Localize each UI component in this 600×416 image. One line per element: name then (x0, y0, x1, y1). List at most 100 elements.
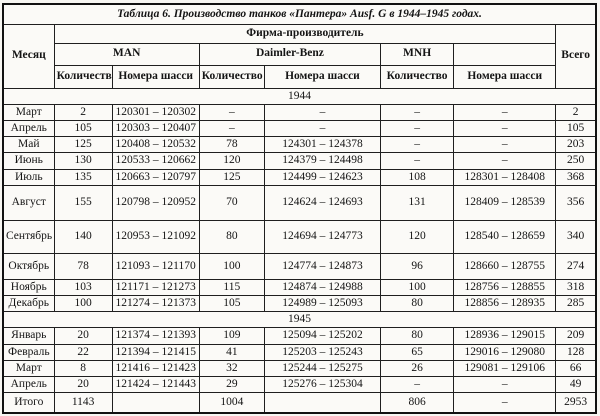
header-row-firms: MAN Daimler-Benz MNH (3, 42, 596, 66)
value-cell: 78 (53, 252, 113, 280)
column-header-mnh: MNH (380, 42, 455, 66)
value-cell: 124499 – 124623 (263, 168, 382, 186)
value-cell: 129016 – 129080 (453, 343, 557, 361)
value-cell: 121394 – 121415 (111, 343, 200, 361)
table-row: Февраль 22 121394 – 121415 41 125203 – 12524… (2, 343, 597, 361)
value-cell: 274 (555, 252, 597, 280)
value-cell: – (263, 103, 382, 121)
table-row: Март 2 120301 – 120302– – – –2 (2, 103, 597, 121)
value-cell: 128660 – 128755 (453, 252, 557, 280)
value-cell: 128756 – 128855 (453, 278, 557, 297)
table-row: Март 8 121416 – 121423 32 125244 – 125275 26 1… (2, 359, 597, 378)
table-row: Ноябрь 103 121171 – 121273 115 124874 – 1249… (2, 278, 597, 297)
totals-value-cell (263, 392, 382, 414)
value-cell: 209 (555, 327, 597, 345)
column-header-db-quantity: Количество (198, 64, 265, 89)
value-cell: 121093 – 121170 (111, 252, 200, 280)
value-cell: 121171 – 121273 (111, 278, 200, 297)
table-title: Таблица 6. Производство танков «Пантера»… (2, 3, 597, 25)
value-cell: 66 (555, 359, 597, 378)
year-section-label: 1944 (2, 87, 597, 105)
value-cell: – (263, 119, 382, 138)
value-cell: 120533 – 120662 (111, 152, 200, 170)
table-row: Сентябрь 140 120953 – 121092 80 124694 – 124… (2, 219, 597, 254)
value-cell: 105 (198, 295, 265, 313)
value-cell: 120 (380, 219, 455, 254)
value-cell: 125094 – 125202 (263, 327, 382, 345)
value-cell: 80 (380, 295, 455, 313)
value-cell: 121274 – 121373 (111, 295, 200, 313)
value-cell: 29 (198, 376, 265, 394)
totals-value-cell: 1143 (53, 392, 113, 414)
value-cell: 8 (53, 359, 113, 378)
month-cell: Январь (2, 327, 55, 345)
month-cell: Август (2, 184, 55, 221)
value-cell: 128936 – 129015 (453, 327, 557, 345)
table-row: Май 125 120408 – 120532 78 124301 – 124378– –… (2, 136, 597, 154)
value-cell: 105 (555, 119, 597, 138)
month-cell: Октябрь (2, 252, 55, 280)
value-cell: 100 (380, 278, 455, 297)
year-section-label: 1945 (2, 311, 597, 329)
header-row-group: Месяц Фирма-производитель Всего (2, 23, 597, 89)
value-cell: 130 (53, 152, 113, 170)
value-cell: 125 (53, 136, 113, 154)
value-cell: 128540 – 128659 (453, 219, 557, 254)
value-cell: 96 (380, 252, 455, 280)
value-cell: 121424 – 121443 (111, 376, 200, 394)
column-header-mnh-quantity: Количество (380, 64, 455, 89)
value-cell: 20 (53, 327, 113, 345)
value-cell: – (453, 136, 557, 154)
value-cell: 65 (380, 343, 455, 361)
column-header-empty (453, 42, 557, 66)
value-cell: 108 (380, 168, 455, 186)
month-cell: Март (2, 103, 55, 121)
table-row: Январь 20 121374 – 121393 109 125094 – 12520… (2, 327, 597, 345)
month-cell: Ноябрь (2, 278, 55, 297)
value-cell: 32 (198, 359, 265, 378)
value-cell: 318 (555, 278, 597, 297)
value-cell: 124774 – 124873 (263, 252, 382, 280)
value-cell: 124301 – 124378 (263, 136, 382, 154)
column-header-db-chassis: Номера шасси (263, 64, 382, 89)
column-header-month: Месяц (2, 23, 55, 89)
month-cell: Июнь (2, 152, 55, 170)
column-header-man: MAN (53, 42, 200, 66)
value-cell: 124624 – 124693 (263, 184, 382, 221)
value-cell: 128409 – 128539 (453, 184, 557, 221)
month-cell: Июль (2, 168, 55, 186)
value-cell: 356 (555, 184, 597, 221)
value-cell: 368 (555, 168, 597, 186)
value-cell: 125 (198, 168, 265, 186)
value-cell: 80 (380, 327, 455, 345)
value-cell: 128856 – 128935 (453, 295, 557, 313)
table-row: Июль 135 120663 – 120797 125 124499 – 124623… (2, 168, 597, 186)
value-cell: – (380, 103, 455, 121)
value-cell: 20 (53, 376, 113, 394)
value-cell: 70 (198, 184, 265, 221)
value-cell: 340 (555, 219, 597, 254)
totals-label: Итого (2, 392, 55, 414)
value-cell: 22 (53, 343, 113, 361)
table-body: Таблица 6. Производство танков «Пантера»… (2, 3, 597, 414)
value-cell: 124989 – 125093 (263, 295, 382, 313)
value-cell: 121374 – 121393 (111, 327, 200, 345)
value-cell: 124874 – 124988 (263, 278, 382, 297)
value-cell: 140 (53, 219, 113, 254)
value-cell: 109 (198, 327, 265, 345)
value-cell: 285 (555, 295, 597, 313)
table-row: Август 155 120798 – 120952 70 124624 – 12469… (2, 184, 597, 221)
value-cell: 125244 – 125275 (263, 359, 382, 378)
production-table: Таблица 6. Производство танков «Пантера»… (2, 3, 597, 414)
column-header-man-quantity: Количество (53, 64, 113, 89)
value-cell: 124379 – 124498 (263, 152, 382, 170)
value-cell: 80 (198, 219, 265, 254)
value-cell: – (453, 152, 557, 170)
month-cell: Декабрь (2, 295, 55, 313)
value-cell: – (380, 376, 455, 394)
value-cell: 203 (555, 136, 597, 154)
table-row: Октябрь 78 121093 – 121170 100 124774 – 1248… (2, 252, 597, 280)
totals-value-cell: 2953 (555, 392, 597, 414)
value-cell: – (198, 103, 265, 121)
value-cell: 100 (53, 295, 113, 313)
